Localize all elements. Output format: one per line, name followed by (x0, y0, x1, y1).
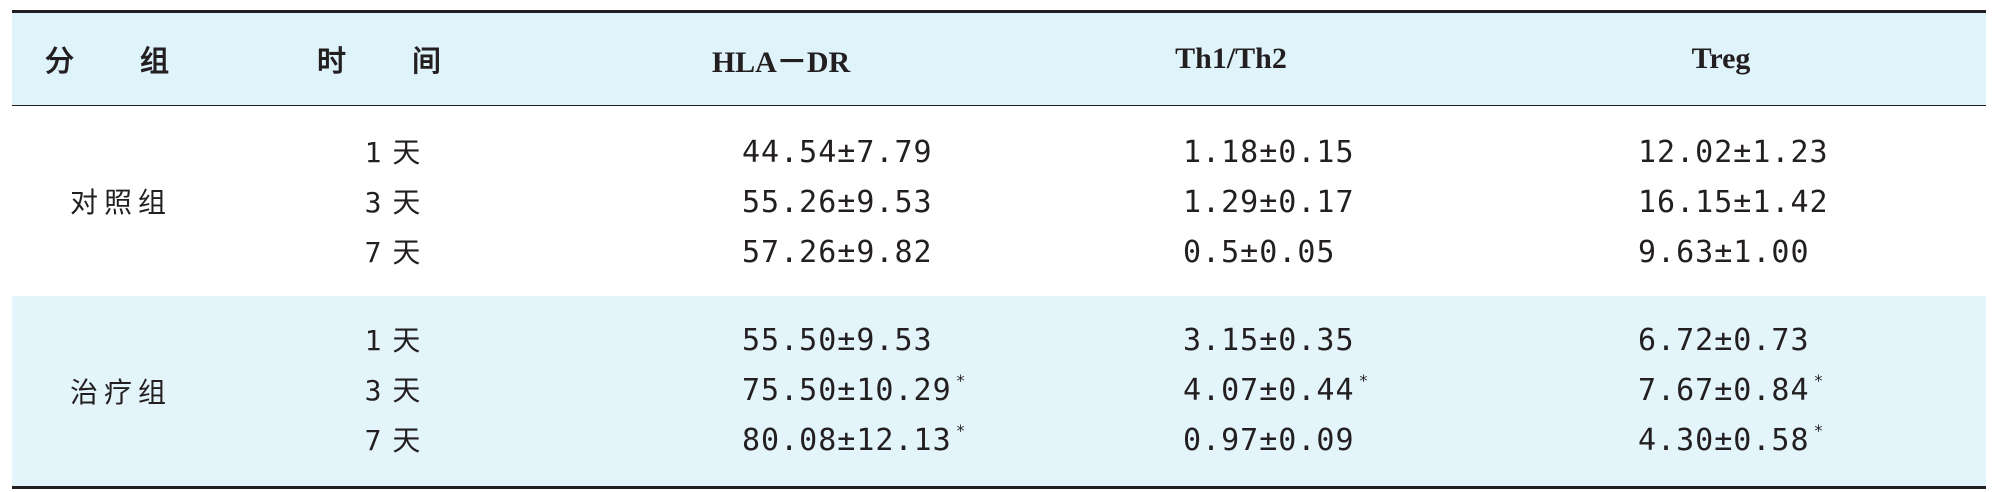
hla-value: 55.50±9.53 (742, 322, 933, 358)
th-value: 1.18±0.15 (1183, 134, 1355, 170)
th-cell: 3.15±0.35 (1006, 321, 1456, 358)
treg-value: 9.63±1.00 (1638, 234, 1810, 270)
header-group: 分 组 (44, 44, 198, 78)
header-hla-dr: HLA－DR (711, 46, 851, 79)
time-unit: 天 (392, 424, 422, 457)
time-unit: 天 (392, 236, 422, 269)
treg-cell: 6.72±0.73 (1456, 321, 1986, 358)
treg-value: 7.67±0.84 (1638, 372, 1810, 408)
th-cell: 1.29±0.17 (1006, 183, 1456, 220)
treg-value: 4.30±0.58 (1638, 422, 1810, 458)
hla-cell: 55.50±9.53 (556, 321, 1006, 358)
hla-value: 57.26±9.82 (742, 234, 933, 270)
hla-cell: 44.54±7.79 (556, 133, 1006, 170)
hla-cell: 80.08±12.13 * (556, 421, 1006, 458)
th-cell: 0.5±0.05 (1006, 233, 1456, 270)
treg-value: 6.72±0.73 (1638, 322, 1810, 358)
hla-cell: 55.26±9.53 (556, 183, 1006, 220)
treg-cell: 4.30±0.58 * (1456, 421, 1986, 458)
significance-mark: * (955, 370, 967, 390)
time-unit: 天 (392, 186, 422, 219)
time-unit: 天 (392, 374, 422, 407)
th-value: 3.15±0.35 (1183, 322, 1355, 358)
hla-cell: 75.50±10.29 * (556, 371, 1006, 408)
treg-value: 12.02±1.23 (1638, 134, 1829, 170)
th-value: 1.29±0.17 (1183, 184, 1355, 220)
treg-cell: 16.15±1.42 (1456, 183, 1986, 220)
time-number: 7 (364, 424, 383, 457)
treg-cell: 7.67±0.84 * (1456, 371, 1986, 408)
th-cell: 1.18±0.15 (1006, 133, 1456, 170)
time-unit: 天 (392, 136, 422, 169)
hla-value: 75.50±10.29 (742, 372, 952, 408)
header-treg: Treg (1691, 42, 1751, 75)
th-value: 0.5±0.05 (1183, 234, 1336, 270)
th-value: 4.07±0.44 (1183, 372, 1355, 408)
time-number: 1 (364, 324, 383, 357)
time-number: 3 (364, 374, 383, 407)
time-number: 1 (364, 136, 383, 169)
group-label: 治疗组 (69, 376, 172, 409)
hla-cell: 57.26±9.82 (556, 233, 1006, 270)
th-cell: 4.07±0.44 * (1006, 371, 1456, 408)
treg-cell: 12.02±1.23 (1456, 133, 1986, 170)
time-number: 3 (364, 186, 383, 219)
group-label: 对照组 (69, 186, 172, 219)
time-number: 7 (364, 236, 383, 269)
treg-cell: 9.63±1.00 (1456, 233, 1986, 270)
treg-value: 16.15±1.42 (1638, 184, 1829, 220)
header-time: 时 间 (316, 44, 470, 78)
significance-mark: * (1813, 370, 1825, 390)
significance-mark: * (955, 420, 967, 440)
hla-value: 55.26±9.53 (742, 184, 933, 220)
table-header: 分 组 时 间 HLA－DR Th1/Th2 Treg (12, 13, 1986, 106)
header-th1-th2: Th1/Th2 (1175, 42, 1287, 75)
th-value: 0.97±0.09 (1183, 422, 1355, 458)
significance-mark: * (1358, 370, 1370, 390)
time-unit: 天 (392, 324, 422, 357)
hla-value: 44.54±7.79 (742, 134, 933, 170)
th-cell: 0.97±0.09 (1006, 421, 1456, 458)
significance-mark: * (1813, 420, 1825, 440)
hla-value: 80.08±12.13 (742, 422, 952, 458)
